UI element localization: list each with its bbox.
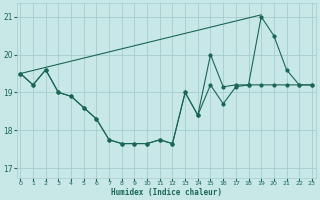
X-axis label: Humidex (Indice chaleur): Humidex (Indice chaleur) <box>111 188 222 197</box>
